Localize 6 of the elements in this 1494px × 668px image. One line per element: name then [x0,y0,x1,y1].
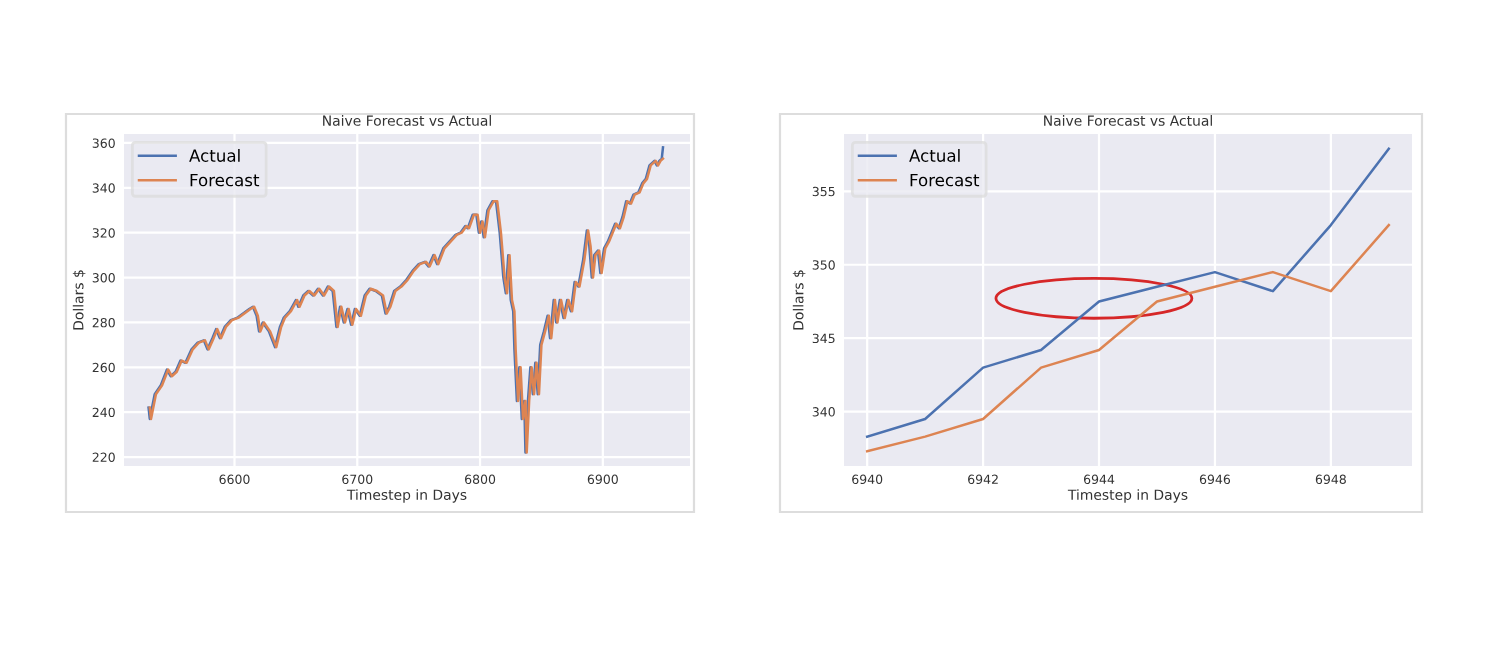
legend-label: Actual [189,149,240,162]
legend-label: Forecast [190,173,260,187]
legend-label: Forecast [910,173,980,187]
line-series [865,223,1391,453]
line-series [865,147,1391,438]
legend-label: Actual [909,149,960,162]
